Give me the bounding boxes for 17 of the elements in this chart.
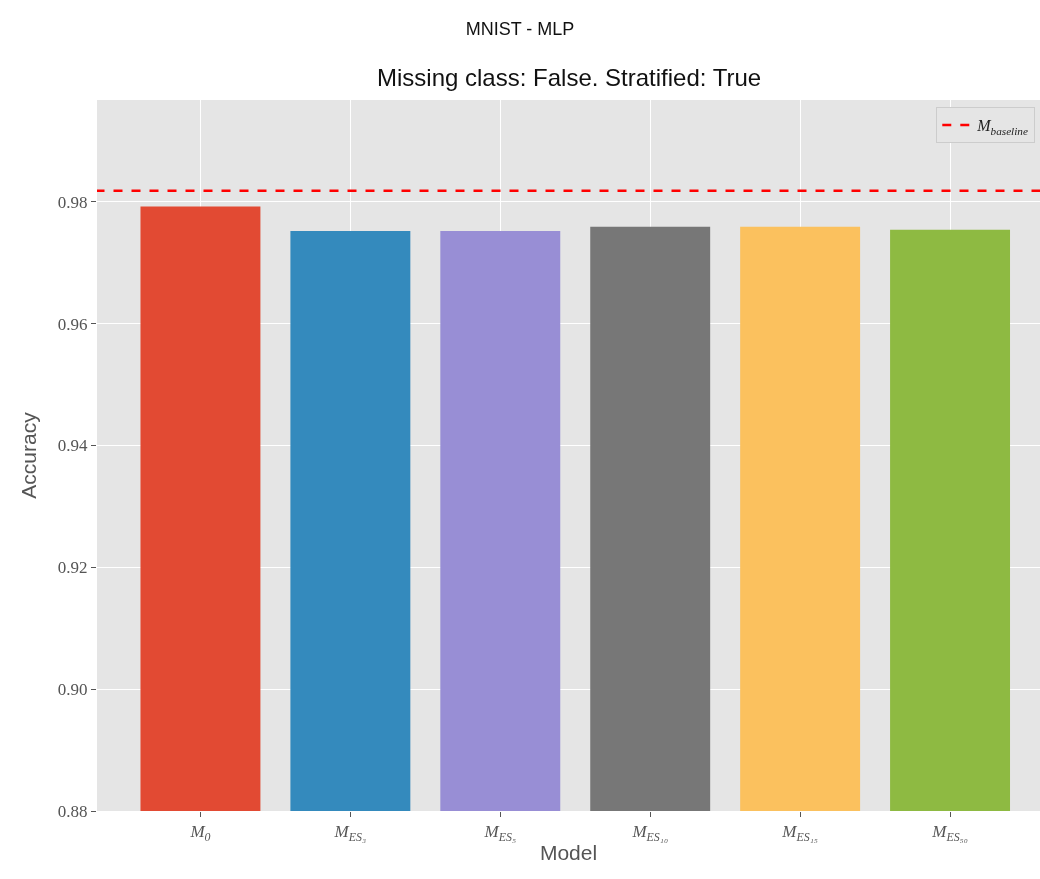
chart-subtitle: Missing class: False. Stratified: True [377,64,762,91]
y-tick-label: 0.96 [57,314,88,334]
legend-label: M$_{baseline}$ [976,117,1028,137]
x-tick-label: M$_{ES₁₀}$ [631,822,669,844]
x-axis-title: Model [539,841,598,865]
chart-title: MNIST - MLP [465,18,575,39]
y-tick-label: 0.90 [57,680,88,700]
x-tick-label: M$_{ES₅}$ [483,822,517,844]
x-tick-label: M$_{ES₃}$ [333,822,367,844]
y-tick-label: 0.92 [57,558,88,578]
x-tick-label: M$_{ES₁₅}$ [781,822,818,844]
x-tick-label: M$_{ES₅₀}$ [931,822,968,844]
y-tick-label: 0.94 [57,436,89,456]
y-axis-title: Accuracy [17,411,40,499]
y-tick-label: 0.88 [57,801,88,821]
y-tick-label: 0.98 [57,192,88,212]
x-tick-label: M$_{0}$ [189,822,211,844]
